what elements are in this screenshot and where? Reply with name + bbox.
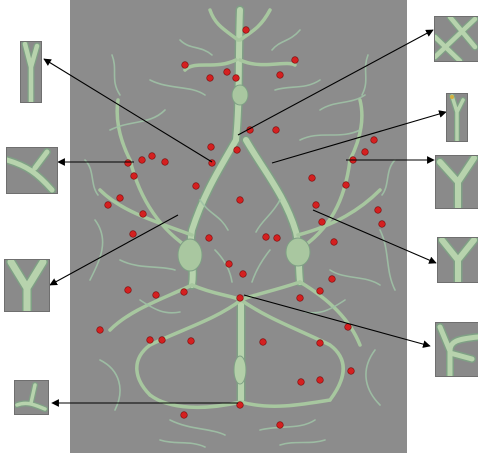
vessel-branch-closeup-icon <box>436 323 478 376</box>
vessel-marker <box>96 326 104 334</box>
vessel-marker <box>342 181 350 189</box>
vessel-marker <box>138 156 146 164</box>
vessel-marker <box>328 275 336 283</box>
callout-arrow <box>243 294 431 348</box>
vessel-marker <box>236 196 244 204</box>
vessel-marker <box>308 174 316 182</box>
thumbnail-9 <box>435 322 478 377</box>
vessel-marker <box>361 148 369 156</box>
vessel-marker <box>130 172 138 180</box>
vessel-marker <box>370 136 378 144</box>
vessel-marker <box>347 367 355 375</box>
callout-arrow <box>43 58 213 163</box>
thumbnail-5 <box>434 16 478 62</box>
vessel-marker <box>312 201 320 209</box>
vessel-marker <box>180 288 188 296</box>
thumbnail-1 <box>20 41 42 103</box>
vessel-marker <box>316 287 324 295</box>
vessel-marker <box>330 238 338 246</box>
vessel-marker <box>129 230 137 238</box>
vessel-marker <box>318 218 326 226</box>
thumbnail-4 <box>14 380 49 415</box>
vessel-marker <box>146 336 154 344</box>
vessel-branch-closeup-icon <box>21 42 41 102</box>
vessel-marker <box>276 421 284 429</box>
vessel-marker <box>116 194 124 202</box>
vessel-branch-closeup-icon <box>438 238 478 282</box>
vessel-marker <box>124 286 132 294</box>
vessel-marker <box>104 201 112 209</box>
thumbnail-3 <box>4 259 50 312</box>
vessel-branch-closeup-icon <box>436 156 478 208</box>
vessel-marker <box>296 294 304 302</box>
vessel-marker <box>273 234 281 242</box>
vessel-marker <box>291 56 299 64</box>
vessel-marker <box>205 234 213 242</box>
vessel-marker <box>148 152 156 160</box>
vessel-marker <box>236 294 244 302</box>
callout-arrow <box>312 209 437 264</box>
vessel-marker <box>262 233 270 241</box>
vessel-marker <box>206 74 214 82</box>
thumbnail-2 <box>6 147 58 194</box>
vessel-branch-closeup-icon <box>15 382 48 412</box>
vessel-marker <box>272 126 280 134</box>
vessel-branch-closeup-icon <box>435 17 478 61</box>
vessel-marker <box>232 74 240 82</box>
callout-arrow <box>271 110 447 164</box>
vessel-marker <box>192 182 200 190</box>
thumbnail-7 <box>435 155 478 209</box>
vessel-marker <box>316 376 324 384</box>
vessel-marker <box>259 338 267 346</box>
vessel-marker <box>242 26 250 34</box>
vessel-marker <box>161 158 169 166</box>
vessel-marker <box>139 210 147 218</box>
vessel-marker <box>236 401 244 409</box>
vessel-marker <box>207 143 215 151</box>
callout-arrow-layer <box>43 29 447 407</box>
vessel-marker <box>180 411 188 419</box>
thumbnail-8 <box>437 237 478 283</box>
vessel-marker <box>181 61 189 69</box>
vessel-marker <box>239 270 247 278</box>
thumbnail-6 <box>446 93 468 142</box>
vessel-marker <box>225 260 233 268</box>
marker-layer <box>96 26 386 429</box>
vessel-marker <box>378 220 386 228</box>
vessel-branch-closeup-icon <box>7 148 56 193</box>
vessel-marker <box>124 159 132 167</box>
vessel-branch-closeup-icon <box>6 260 48 311</box>
vessel-marker <box>374 206 382 214</box>
vessel-marker <box>158 336 166 344</box>
vessel-marker <box>152 291 160 299</box>
vessel-marker <box>316 339 324 347</box>
vessel-marker <box>276 71 284 79</box>
vessel-marker <box>233 146 241 154</box>
vessel-marker <box>297 378 305 386</box>
vessel-marker <box>187 337 195 345</box>
callout-arrow <box>237 29 434 136</box>
vessel-branch-closeup-icon <box>449 94 466 141</box>
callout-arrow <box>49 214 179 286</box>
vessel-marker <box>223 68 231 76</box>
